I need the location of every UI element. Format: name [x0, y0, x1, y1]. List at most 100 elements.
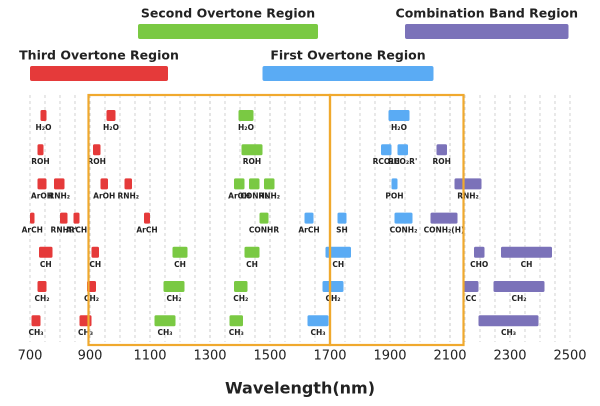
band: [144, 212, 150, 224]
band-label: H₂O: [36, 123, 52, 132]
region-bar: [30, 66, 168, 81]
band: [304, 212, 314, 224]
band: [172, 246, 188, 258]
band: [60, 212, 68, 224]
band-label: CH₂: [233, 294, 248, 303]
band-label: CH₃: [157, 328, 172, 337]
band-label: ArCH: [66, 226, 87, 235]
band: [37, 178, 47, 190]
band: [391, 178, 398, 190]
band: [493, 281, 545, 292]
x-tick-label: 1900: [373, 349, 406, 364]
band-label: ROH: [31, 157, 49, 166]
band-label: RCO₂R': [388, 157, 417, 166]
x-tick-label: 2500: [553, 349, 586, 364]
band-label: CH₃: [501, 328, 516, 337]
band: [163, 281, 185, 292]
band: [39, 246, 53, 258]
band-label: H₂O: [238, 123, 254, 132]
x-tick-label: 700: [18, 349, 43, 364]
band: [37, 144, 44, 156]
band: [264, 178, 275, 190]
band: [106, 110, 116, 121]
band-label: RCO₂H: [373, 157, 400, 166]
band: [501, 246, 552, 258]
highlight-box: [328, 93, 465, 347]
band: [259, 212, 269, 224]
x-tick-label: 2100: [433, 349, 466, 364]
band: [91, 246, 99, 258]
band-label: RNHR': [51, 226, 77, 235]
band: [40, 110, 47, 121]
band-label: CC: [465, 294, 477, 303]
band-label: CH₂: [166, 294, 181, 303]
region-bar: [138, 24, 318, 39]
band: [325, 246, 351, 258]
band-label: ROH: [88, 157, 106, 166]
x-axis-label: Wavelength(nm): [225, 379, 375, 398]
band-label: CH: [174, 260, 186, 269]
band-label: RNH₂: [258, 191, 280, 200]
band: [93, 144, 101, 156]
band: [241, 144, 263, 156]
band: [322, 281, 344, 292]
band-label: CH₂: [34, 294, 49, 303]
band: [388, 110, 410, 121]
x-tick-label: 1300: [193, 349, 226, 364]
band-label: ArCH: [298, 226, 319, 235]
band-label: CH₃: [28, 328, 43, 337]
band-label: RNH₂: [48, 191, 70, 200]
band-label: ArCH: [22, 226, 43, 235]
band: [31, 315, 41, 327]
band-label: CH: [40, 260, 52, 269]
band: [100, 178, 108, 190]
band-label: CH₂: [325, 294, 340, 303]
band-label: CH: [521, 260, 533, 269]
band: [54, 178, 65, 190]
band-label: CH₂: [84, 294, 99, 303]
band: [397, 144, 408, 156]
x-tick-label: 1700: [313, 349, 346, 364]
x-tick-label: 1500: [253, 349, 286, 364]
band-label: CH₂: [511, 294, 526, 303]
band: [37, 281, 47, 292]
band: [124, 178, 132, 190]
band: [381, 144, 392, 156]
band-label: RNH₂: [457, 191, 479, 200]
band-label: CONH₂: [240, 191, 268, 200]
band: [234, 281, 248, 292]
band: [436, 144, 447, 156]
band-label: CH: [89, 260, 101, 269]
region-bar: [405, 24, 569, 39]
band: [244, 246, 260, 258]
band-label: ROH: [433, 157, 451, 166]
band: [454, 178, 482, 190]
band-label: ArOH: [93, 191, 115, 200]
band: [238, 110, 254, 121]
band: [474, 246, 485, 258]
band-label: CONH₂: [390, 226, 418, 235]
band: [337, 212, 347, 224]
x-tick-label: 900: [78, 349, 103, 364]
band: [229, 315, 243, 327]
band-label: RNH₂: [117, 191, 139, 200]
band-label: CHO: [470, 260, 488, 269]
x-tick-label: 1100: [133, 349, 166, 364]
band: [30, 212, 35, 224]
band-label: CH₃: [229, 328, 244, 337]
band-label: H₂O: [391, 123, 407, 132]
band-label: CH: [246, 260, 258, 269]
band-label: ArCH: [136, 226, 157, 235]
band-label: ArOH: [228, 191, 250, 200]
band-label: SH: [336, 226, 348, 235]
region-bar: [262, 66, 434, 81]
highlight-box: [87, 93, 332, 347]
region-title: First Overtone Region: [270, 48, 425, 63]
band-label: CONHR: [249, 226, 279, 235]
region-title: Combination Band Region: [396, 6, 578, 21]
band-label: CH: [332, 260, 344, 269]
band-label: CH₃: [310, 328, 325, 337]
band: [394, 212, 413, 224]
band-label: ArOH: [31, 191, 53, 200]
